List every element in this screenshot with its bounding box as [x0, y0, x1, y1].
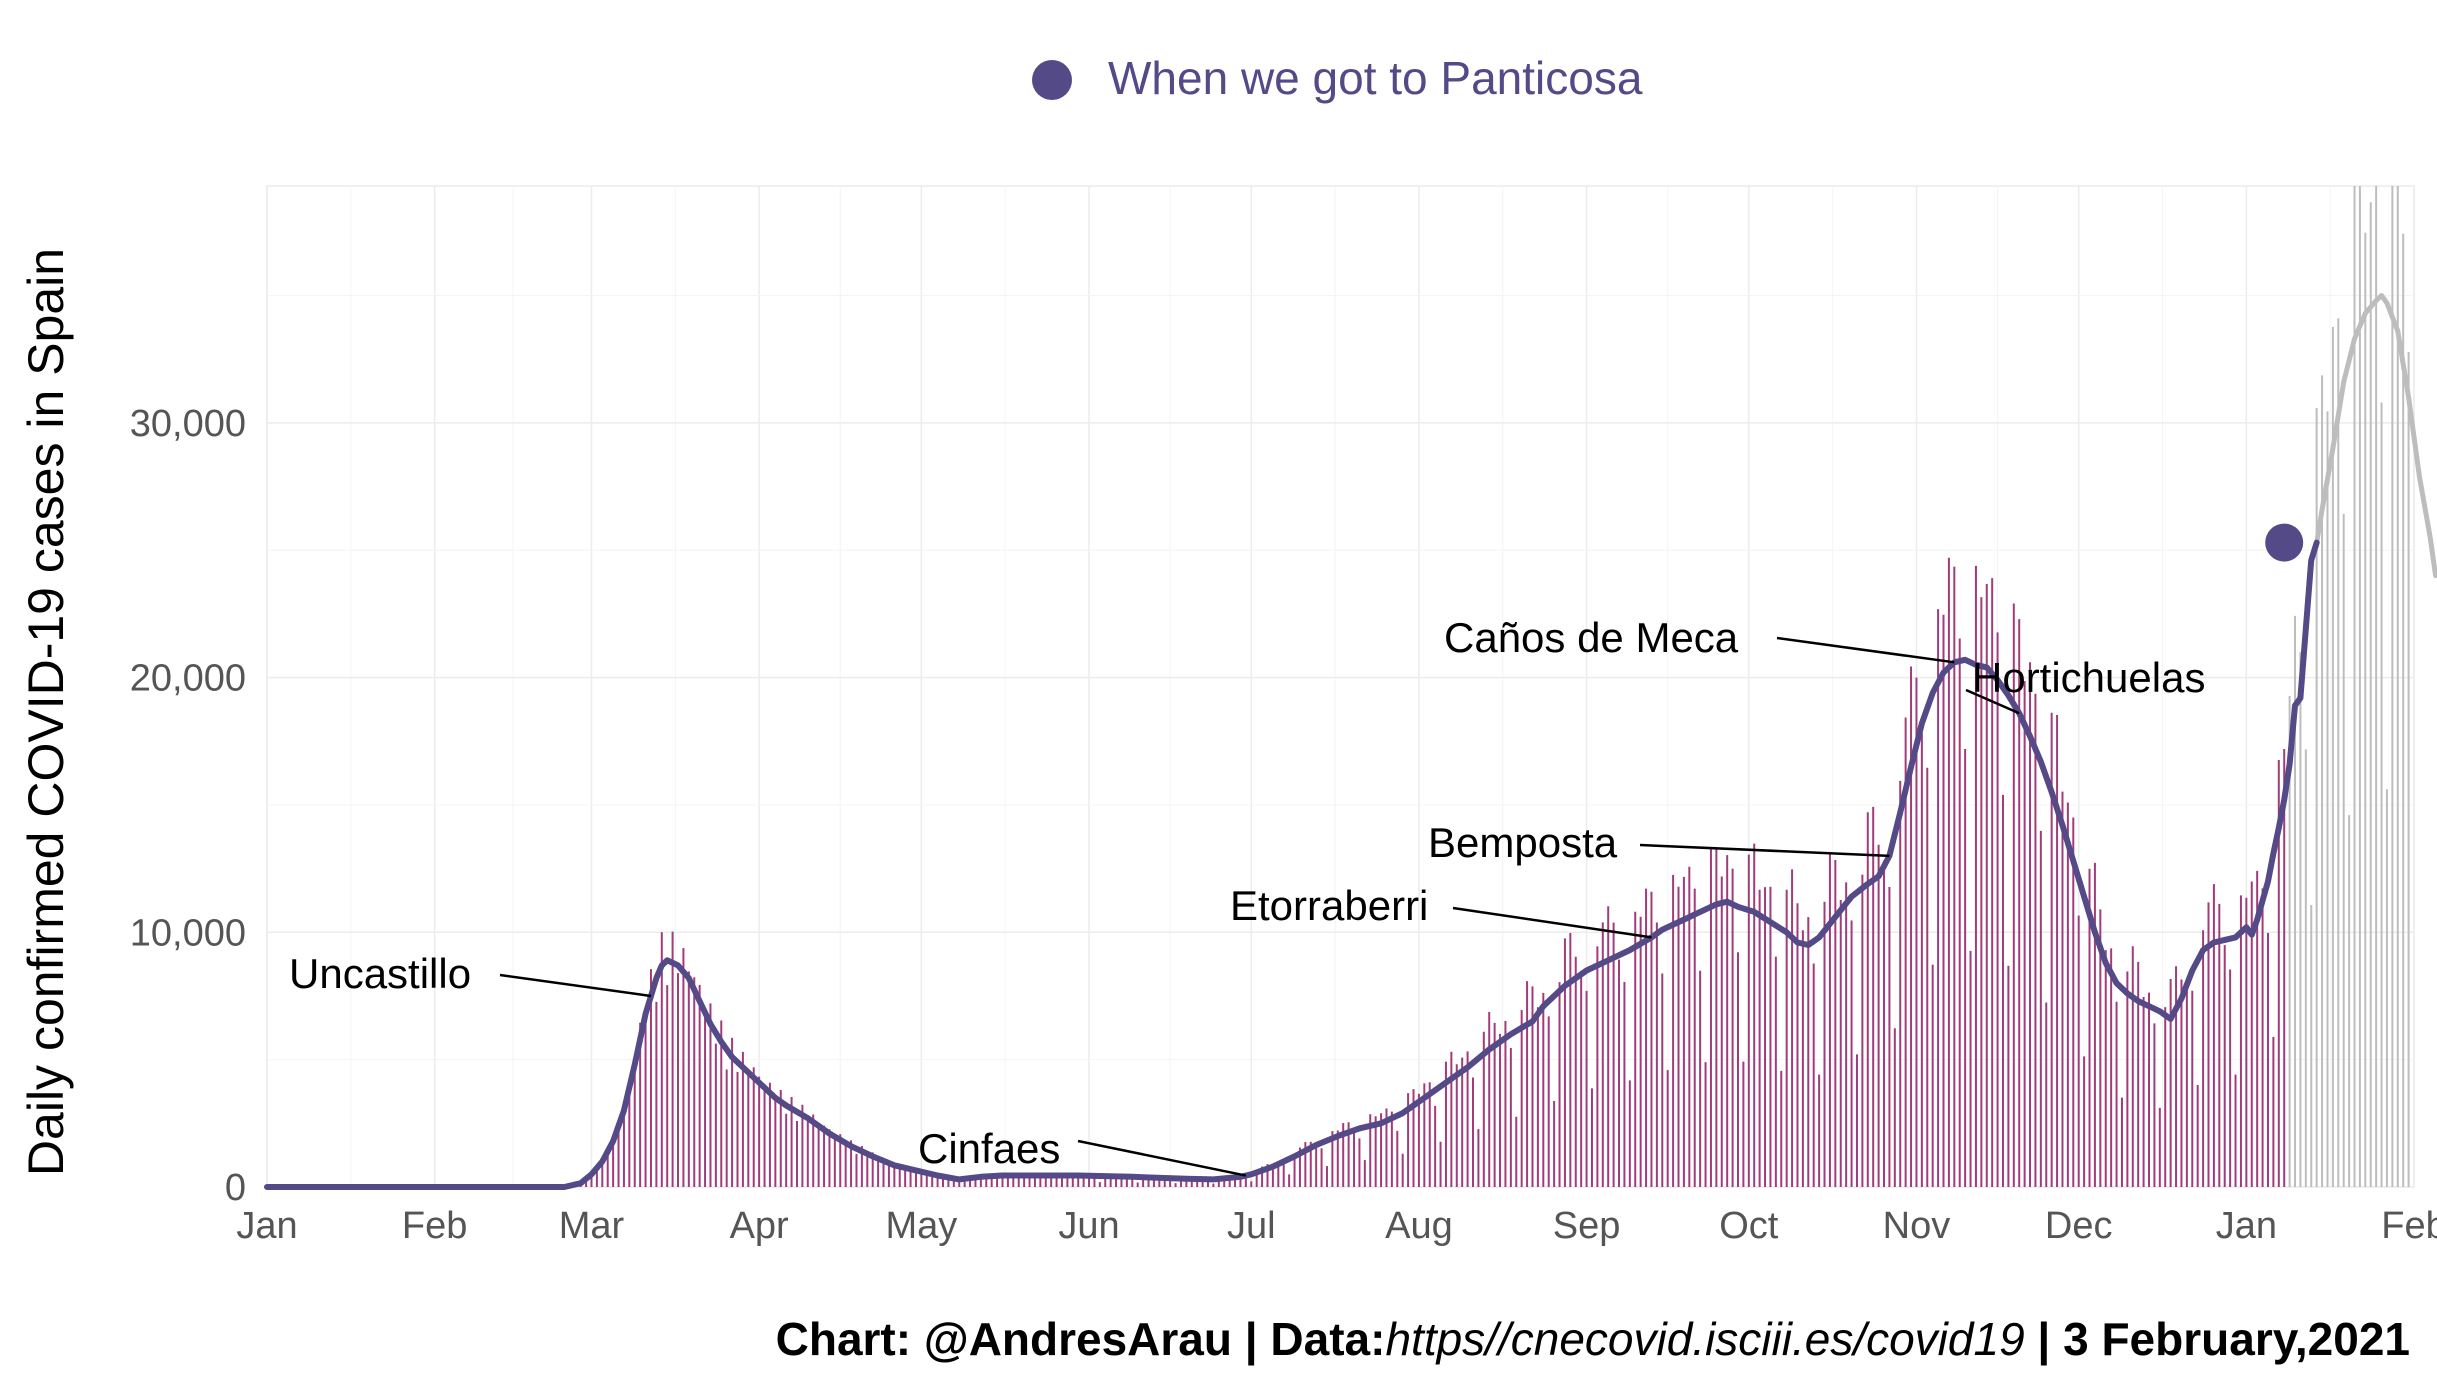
axes: Jan Feb Mar Apr May Jun Jul Aug Sep Oct Nov Dec Jan F… — [130, 403, 2437, 1247]
x-tick-label: Feb — [402, 1205, 467, 1247]
x-tick-label: Aug — [1385, 1205, 1453, 1247]
trend-lines — [264, 293, 2437, 1190]
annotation-leader — [1965, 688, 2020, 715]
x-tick-label: Apr — [730, 1205, 789, 1247]
bars — [568, 186, 2410, 1187]
annotation-leader — [1077, 1139, 1247, 1177]
caption-date: | 3 February,2021 — [2024, 1313, 2410, 1365]
annotation-label: Etorraberri — [1230, 882, 1428, 929]
legend: When we got to Panticosa — [1032, 52, 1643, 104]
annotation-label: Cinfaes — [918, 1125, 1060, 1172]
panticosa-marker — [2265, 523, 2304, 562]
y-axis-title: Daily confirmed COVID-19 cases in Spain — [18, 248, 74, 1176]
x-tick-label: Jun — [1058, 1205, 1119, 1247]
x-tick-label: Sep — [1553, 1205, 1621, 1247]
y-tick-label: 20,000 — [130, 658, 246, 700]
annotation-leader — [1452, 906, 1652, 939]
x-tick-label: Nov — [1883, 1205, 1951, 1247]
annotation-label: Caños de Meca — [1444, 614, 1739, 661]
x-tick-label: Jul — [1227, 1205, 1276, 1247]
annotation-label: Bemposta — [1428, 819, 1618, 866]
x-tick-label: Feb — [2381, 1205, 2437, 1247]
x-tick-label: Dec — [2045, 1205, 2113, 1247]
y-tick-label: 0 — [225, 1167, 246, 1209]
x-tick-label: Jan — [2216, 1205, 2277, 1247]
y-tick-label: 30,000 — [130, 403, 246, 445]
annotation-leader — [499, 973, 652, 998]
x-tick-label: Mar — [559, 1205, 625, 1247]
x-tick-label: May — [885, 1205, 957, 1247]
caption-credit: Chart: @AndresArau | Data: — [775, 1313, 1386, 1365]
legend-label: When we got to Panticosa — [1108, 52, 1643, 104]
caption-url: https//cnecovid.isciii.es/covid19 — [1385, 1313, 2025, 1365]
annotation-leader — [1776, 636, 1955, 664]
legend-marker — [1032, 60, 1072, 100]
y-tick-label: 10,000 — [130, 912, 246, 954]
annotation-label: Hortichuelas — [1972, 654, 2205, 701]
x-tick-label: Jan — [236, 1205, 297, 1247]
trend-line-after — [2314, 293, 2437, 579]
x-tick-label: Oct — [1719, 1205, 1779, 1247]
trend-line-before — [264, 539, 2320, 1190]
chart-caption: Chart: @AndresArau | Data:https//cnecovi… — [776, 1312, 2410, 1366]
annotation-leader — [1639, 843, 1890, 858]
annotation-label: Uncastillo — [289, 950, 471, 997]
